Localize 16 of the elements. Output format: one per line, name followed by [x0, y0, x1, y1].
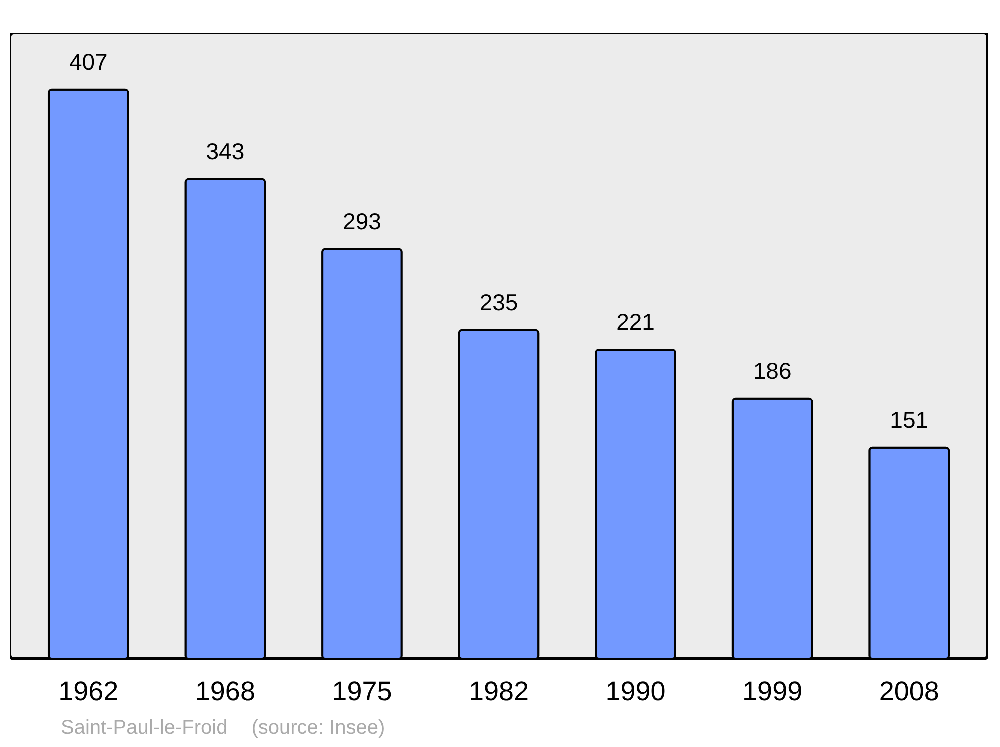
x-tick-label: 1975 — [332, 676, 392, 706]
data-label: 221 — [616, 308, 655, 335]
data-label: 151 — [890, 406, 929, 433]
x-tick-label: 1968 — [195, 676, 256, 706]
x-tick-label: 2008 — [879, 676, 940, 706]
data-label: 235 — [480, 289, 518, 316]
data-label: 186 — [753, 358, 792, 384]
x-tick-label: 1990 — [606, 676, 666, 706]
x-tick-label: 1982 — [468, 676, 530, 706]
data-label: 293 — [343, 208, 382, 234]
text: (source: Insee) — [252, 717, 386, 739]
data-label: 343 — [206, 138, 245, 164]
text: Saint-Paul-le-Froid — [61, 717, 228, 739]
x-tick-label: 1962 — [58, 676, 119, 706]
data-label: 407 — [69, 48, 108, 75]
x-tick-label: 1999 — [742, 676, 803, 706]
